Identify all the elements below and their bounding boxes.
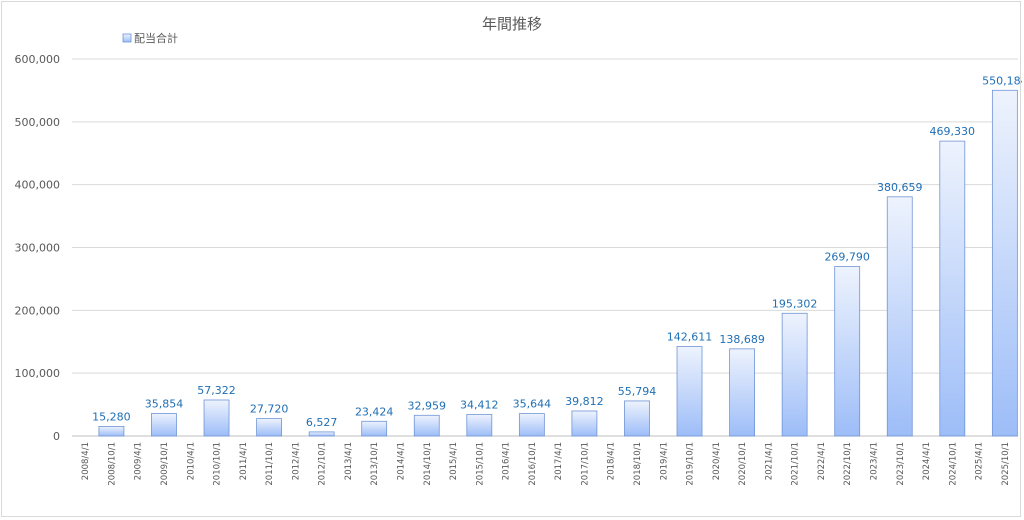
y-tick-label: 100,000	[15, 367, 61, 380]
data-label: 269,790	[824, 250, 870, 263]
x-tick-label: 2017/4/1	[554, 442, 564, 480]
x-tick-label: 2021/10/1	[791, 442, 801, 486]
data-label: 57,322	[197, 384, 236, 397]
data-label: 380,659	[877, 181, 923, 194]
y-tick-label: 500,000	[15, 116, 61, 129]
x-tick-label: 2020/4/1	[712, 442, 722, 480]
x-tick-label: 2023/4/1	[869, 442, 879, 480]
data-label: 15,280	[92, 410, 131, 423]
legend-label: 配当合計	[134, 31, 178, 45]
x-tick-label: 2009/4/1	[134, 442, 144, 480]
data-label: 35,644	[513, 398, 552, 411]
gridlines	[72, 58, 1018, 437]
x-tick-label: 2018/4/1	[607, 442, 617, 480]
bar	[203, 399, 230, 437]
x-tick-label: 2019/10/1	[686, 442, 696, 486]
bar	[151, 413, 177, 437]
bar	[413, 414, 440, 437]
data-label: 550,184	[982, 74, 1022, 87]
bar	[676, 345, 703, 437]
x-tick-label: 2008/10/1	[107, 442, 117, 486]
data-label: 469,330	[930, 125, 976, 138]
bar	[308, 431, 335, 437]
data-label: 142,611	[667, 330, 713, 343]
data-label: 35,854	[145, 397, 184, 410]
x-tick-label: 2022/10/1	[843, 442, 853, 486]
chart-title: 年間推移	[482, 15, 542, 33]
data-label: 195,302	[772, 297, 818, 310]
bar	[886, 196, 913, 437]
data-label: 6,527	[306, 416, 338, 429]
y-tick-label: 0	[53, 430, 60, 443]
legend: 配当合計	[122, 31, 178, 45]
x-tick-label: 2020/10/1	[738, 442, 748, 486]
x-tick-label: 2017/10/1	[580, 442, 590, 486]
x-tick-label: 2012/10/1	[318, 442, 328, 486]
x-tick-label: 2019/4/1	[659, 442, 669, 480]
y-tick-label: 300,000	[15, 242, 61, 255]
x-tick-label: 2016/4/1	[502, 442, 512, 480]
x-tick-label: 2015/10/1	[475, 442, 485, 486]
x-tick-label: 2015/4/1	[449, 442, 459, 480]
x-tick-label: 2021/4/1	[764, 442, 774, 480]
data-label: 23,424	[355, 405, 394, 418]
bar	[781, 312, 808, 437]
x-tick-label: 2025/10/1	[1001, 442, 1011, 486]
x-tick-label: 2014/4/1	[396, 442, 406, 480]
bar	[624, 400, 650, 437]
bar	[256, 418, 282, 437]
x-tick-label: 2016/10/1	[528, 442, 538, 486]
y-tick-label: 400,000	[15, 179, 61, 192]
x-tick-label: 2024/4/1	[922, 442, 932, 480]
y-tick-label: 600,000	[15, 53, 61, 66]
data-label: 55,794	[618, 385, 657, 398]
x-tick-label: 2018/10/1	[633, 442, 643, 486]
x-tick-label: 2022/4/1	[817, 442, 827, 480]
x-tick-label: 2023/10/1	[896, 442, 906, 486]
data-label: 138,689	[719, 333, 765, 346]
x-tick-label: 2010/4/1	[186, 442, 196, 480]
bar	[361, 420, 388, 437]
x-tick-label: 2008/4/1	[81, 442, 91, 480]
x-axis-ticks: 2008/4/1 2008/10/1 2009/4/1 2009/10/1 2010/4…	[81, 442, 1011, 486]
x-tick-label: 2013/10/1	[370, 442, 380, 486]
x-tick-label: 2011/10/1	[265, 442, 275, 486]
bar	[466, 413, 493, 437]
bar	[834, 266, 861, 437]
x-tick-label: 2013/4/1	[344, 442, 354, 480]
data-label: 32,959	[408, 399, 447, 412]
x-tick-label: 2024/10/1	[948, 442, 958, 486]
x-tick-label: 2014/10/1	[423, 442, 433, 486]
legend-swatch	[122, 33, 132, 43]
x-tick-label: 2012/4/1	[291, 442, 301, 480]
bars	[98, 89, 1018, 437]
x-tick-label: 2010/10/1	[213, 442, 223, 486]
x-tick-label: 2009/10/1	[160, 442, 170, 486]
data-label: 39,812	[565, 395, 604, 408]
bar	[518, 413, 545, 437]
data-label: 27,720	[250, 403, 289, 416]
bar	[991, 89, 1018, 437]
x-tick-label: 2025/4/1	[975, 442, 985, 480]
data-labels: 15,280 35,854 57,322 27,720 6,527 23,424 32,95…	[92, 74, 1022, 429]
data-label: 34,412	[460, 398, 499, 411]
bar	[98, 425, 125, 437]
y-tick-label: 200,000	[15, 304, 61, 317]
y-axis-ticks: 0 100,000 200,000 300,000 400,000 500,000 600,…	[15, 53, 61, 443]
x-tick-label: 2011/4/1	[239, 442, 249, 480]
bar	[939, 140, 966, 437]
bar	[729, 348, 755, 437]
bar	[571, 410, 598, 437]
